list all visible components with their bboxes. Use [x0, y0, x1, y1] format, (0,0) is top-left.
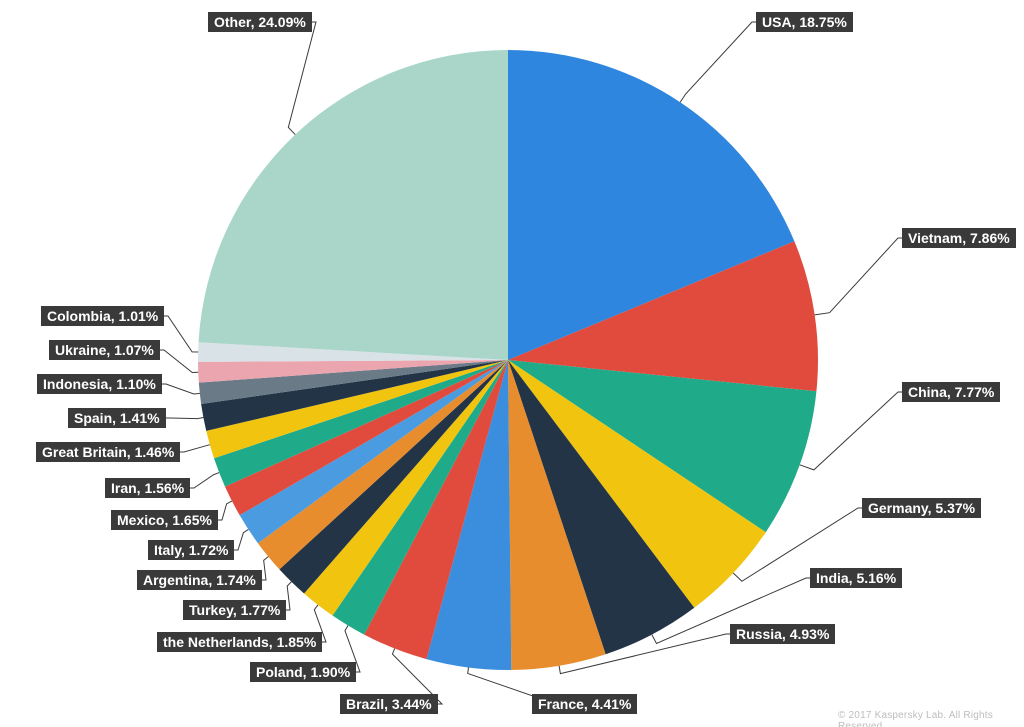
leader-line — [190, 473, 219, 488]
slice-label: USA, 18.75% — [756, 12, 853, 32]
slice-label: Turkey, 1.77% — [183, 600, 286, 620]
slice-label: Other, 24.09% — [208, 12, 312, 32]
slice-label: India, 5.16% — [810, 568, 902, 588]
slice-label: Russia, 4.93% — [730, 624, 835, 644]
slice-label: Italy, 1.72% — [148, 540, 234, 560]
leader-line — [262, 557, 268, 580]
slice-label: Indonesia, 1.10% — [37, 374, 162, 394]
slice-label: Ukraine, 1.07% — [49, 340, 160, 360]
leader-line — [234, 529, 248, 550]
leader-line — [815, 238, 902, 315]
leader-line — [286, 582, 291, 610]
leader-line — [164, 316, 198, 352]
slice-label: Iran, 1.56% — [105, 478, 190, 498]
slice-label: France, 4.41% — [532, 694, 637, 714]
leader-line — [180, 445, 210, 452]
slice-label: Colombia, 1.01% — [41, 306, 164, 326]
pie-chart — [0, 0, 1024, 727]
leader-line — [288, 22, 316, 135]
copyright-text: © 2017 Kaspersky Lab. All Rights Reserve… — [838, 710, 1024, 727]
leader-line — [162, 384, 200, 394]
leader-line — [166, 418, 203, 419]
slice-label: Poland, 1.90% — [250, 662, 356, 682]
leader-line — [218, 501, 232, 520]
leader-line — [680, 22, 756, 102]
slice-label: China, 7.77% — [902, 382, 1000, 402]
slice-label: Great Britain, 1.46% — [36, 442, 180, 462]
slice-label: Germany, 5.37% — [862, 498, 981, 518]
pie-slice — [199, 50, 508, 360]
leader-line — [800, 392, 902, 470]
slice-label: the Netherlands, 1.85% — [157, 632, 322, 652]
slice-label: Brazil, 3.44% — [340, 694, 438, 714]
slice-label: Mexico, 1.65% — [111, 510, 218, 530]
leader-line — [160, 350, 198, 373]
slice-label: Vietnam, 7.86% — [902, 228, 1016, 248]
slice-label: Argentina, 1.74% — [137, 570, 262, 590]
slice-label: Spain, 1.41% — [68, 408, 166, 428]
